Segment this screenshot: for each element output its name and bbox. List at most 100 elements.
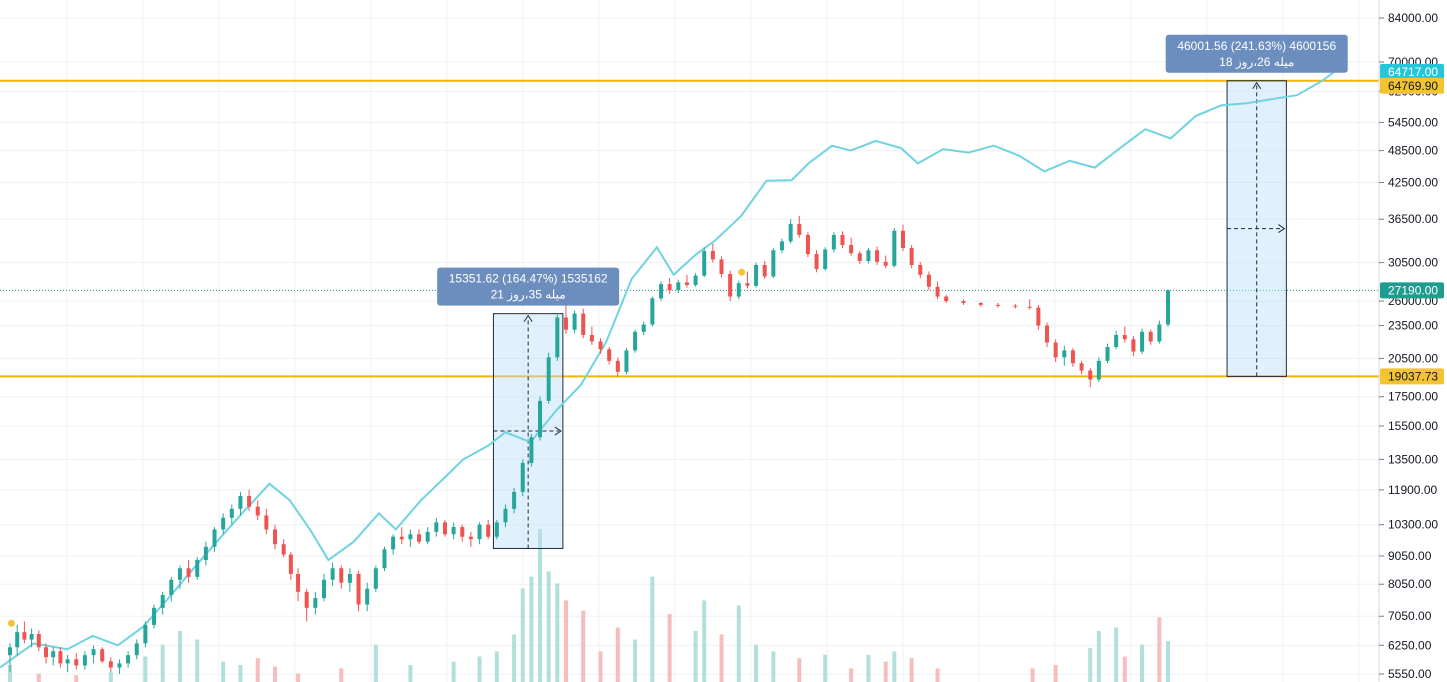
volume-bar (823, 654, 828, 682)
candle-body (288, 554, 293, 574)
candle-body (503, 508, 508, 523)
candle-body (321, 579, 326, 599)
candle-body (788, 223, 793, 242)
candlestick-series (8, 215, 1170, 674)
price-axis[interactable]: 84000.0070000.0062000.0054500.0048500.00… (1378, 0, 1447, 682)
candle-body (313, 598, 318, 608)
price-axis-label: 84000.00 (1388, 11, 1438, 25)
candle-body (15, 632, 20, 648)
candle-body (152, 607, 157, 625)
volume-bar (477, 656, 482, 682)
arrow-up-icon (523, 314, 533, 322)
volume-bar (538, 529, 543, 682)
price-axis-label: 15500.00 (1388, 419, 1438, 433)
event-marker-dot[interactable] (738, 268, 746, 276)
volume-bar (74, 675, 79, 682)
candle-body (100, 649, 105, 662)
candle-body (1114, 334, 1119, 348)
candle-body (702, 251, 707, 276)
volume-bar (8, 665, 12, 682)
candle-body (538, 400, 543, 438)
candle-body (572, 313, 577, 330)
candle-body (1122, 334, 1127, 340)
price-tag-label: 19037.73 (1388, 369, 1438, 383)
candle-body (1096, 360, 1101, 380)
price-tag-label: 64769.90 (1388, 79, 1438, 93)
candle-body (1070, 350, 1075, 364)
candle-body (494, 522, 499, 537)
chart-grid (0, 0, 1379, 682)
candle-body (589, 334, 594, 342)
candle-body (169, 579, 174, 595)
volume-bar (702, 600, 707, 682)
candle-body (659, 284, 664, 299)
candle-body (203, 546, 208, 560)
candle-body (918, 264, 923, 275)
candle-body (339, 568, 344, 583)
candle-body (460, 527, 465, 537)
candle-body (425, 531, 430, 542)
candle-body (281, 544, 286, 555)
volume-bar (693, 631, 698, 682)
candle-body (607, 349, 612, 361)
candle-body (814, 254, 819, 270)
volume-bar (296, 673, 301, 682)
candle-body (134, 643, 139, 656)
volume-bar (1157, 617, 1162, 682)
volume-bar (1140, 644, 1145, 682)
candle-body (1062, 350, 1067, 358)
candle-body (624, 350, 629, 372)
volume-bar (736, 605, 741, 682)
price-axis-label: 10300.00 (1388, 518, 1438, 532)
candle-body (944, 296, 949, 302)
volume-bar (195, 639, 200, 682)
candle-body (754, 264, 759, 286)
volume-bar (1096, 631, 1101, 682)
candle-body (382, 549, 387, 569)
volume-bar (883, 661, 888, 682)
plot-background (0, 0, 1379, 682)
candle-body (8, 647, 12, 656)
event-markers (7, 268, 746, 627)
candle-body (546, 357, 551, 401)
candle-body (186, 568, 191, 577)
price-axis-label: 20500.00 (1388, 352, 1438, 366)
volume-bar (754, 644, 759, 682)
candle-body (195, 559, 200, 577)
candle-body (555, 317, 560, 358)
candle-body (1027, 306, 1032, 308)
measurement-duration-text: میله 35،روز 21 (491, 288, 566, 302)
candle-body (1045, 325, 1050, 343)
volume-bar (408, 665, 413, 682)
candle-body (434, 522, 439, 532)
candle-body (1053, 342, 1058, 358)
candle-body (831, 234, 836, 250)
candle-body (615, 360, 620, 372)
volume-bar (598, 651, 603, 682)
candle-body (676, 282, 681, 291)
candle-body (451, 527, 456, 535)
candle-body (762, 264, 767, 277)
price-axis-label: 23500.00 (1388, 319, 1438, 333)
volume-bar (221, 661, 226, 682)
volume-bar (143, 656, 148, 682)
horizontal-levels (0, 79, 1379, 378)
volume-bar (494, 651, 499, 682)
candle-body (1157, 324, 1162, 342)
volume-bar (520, 588, 525, 682)
volume-bar (512, 634, 517, 682)
candle-body (1166, 290, 1170, 325)
candle-body (1079, 363, 1084, 371)
candle-body (633, 331, 638, 351)
candle-body (22, 632, 27, 640)
volume-bar (546, 571, 551, 682)
price-axis-label: 42500.00 (1388, 175, 1438, 189)
candle-body (1013, 305, 1018, 307)
candle-body (529, 437, 534, 463)
candle-body (126, 655, 131, 664)
candle-body (780, 241, 784, 251)
candle-body (238, 496, 243, 509)
event-marker-dot[interactable] (7, 619, 15, 627)
candle-body (996, 304, 1001, 306)
